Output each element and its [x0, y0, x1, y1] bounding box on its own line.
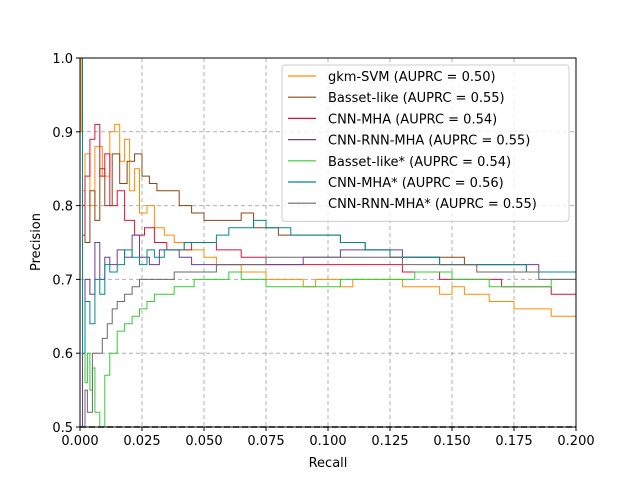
series-line-1: [80, 58, 576, 273]
series-lines: [80, 58, 576, 428]
y-tick-label: 0.8: [52, 200, 73, 215]
x-tick-label: 0.150: [433, 434, 470, 449]
legend-label-2: CNN-MHA (AUPRC = 0.54): [328, 112, 497, 127]
y-tick-label: 1.0: [52, 52, 73, 67]
x-tick-label: 0.100: [309, 434, 346, 449]
x-tick-label: 0.075: [247, 434, 284, 449]
y-tick-label: 0.6: [52, 347, 73, 362]
y-tick-label: 0.9: [52, 126, 73, 141]
legend-label-4: Basset-like* (AUPRC = 0.54): [328, 155, 511, 170]
x-tick-label: 0.175: [495, 434, 532, 449]
y-tick-label: 0.7: [52, 273, 73, 288]
x-axis-label: Recall: [309, 456, 348, 471]
tick-labels: 0.000 0.025 0.050 0.075 0.100 0.125 0.150 0.175…: [52, 52, 594, 449]
series-line-6: [80, 256, 576, 427]
y-axis-label: Precision: [29, 213, 44, 271]
legend-label-5: CNN-MHA* (AUPRC = 0.56): [328, 176, 504, 191]
x-tick-label: 0.000: [61, 434, 98, 449]
series-line-5: [80, 58, 576, 354]
legend-box: [281, 64, 570, 222]
x-tick-label: 0.050: [185, 434, 222, 449]
legend-label-0: gkm-SVM (AUPRC = 0.50): [328, 70, 496, 85]
legend-label-1: Basset-like (AUPRC = 0.55): [328, 91, 505, 106]
y-tick-label: 0.5: [52, 421, 73, 436]
legend-label-6: CNN-RNN-MHA* (AUPRC = 0.55): [328, 197, 537, 212]
series-line-4: [80, 58, 576, 427]
legend: gkm-SVM (AUPRC = 0.50) Basset-like (AUPRC…: [281, 64, 570, 222]
x-tick-label: 0.125: [371, 434, 408, 449]
x-tick-label: 0.200: [557, 434, 594, 449]
x-tick-label: 0.025: [123, 434, 160, 449]
legend-label-3: CNN-RNN-MHA (AUPRC = 0.55): [328, 134, 530, 149]
